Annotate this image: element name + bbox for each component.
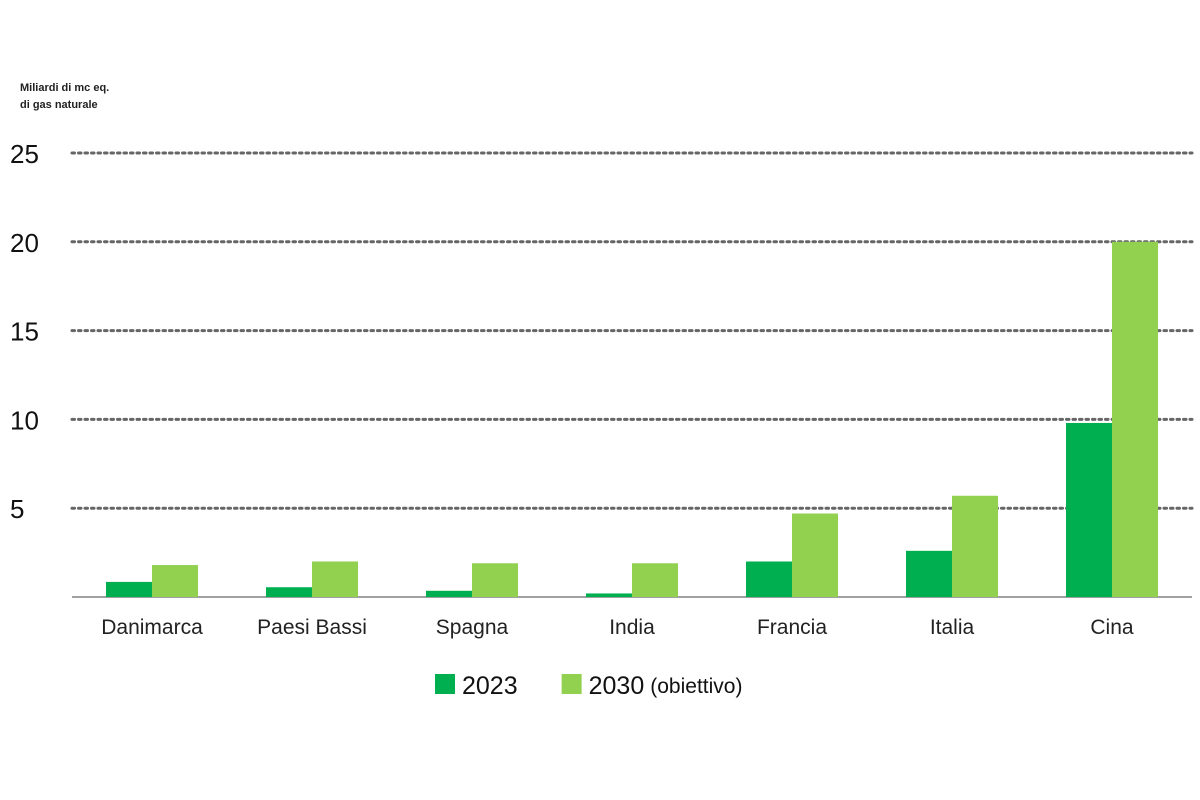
x-tick-label: Paesi Bassi xyxy=(257,616,367,639)
bar-2030-italia xyxy=(952,495,998,597)
y-tick-label: 10 xyxy=(10,405,39,435)
x-tick-label: Danimarca xyxy=(101,616,203,639)
y-axis-label-line2: di gas naturale xyxy=(20,99,98,111)
bar-2023-danimarca xyxy=(106,581,152,597)
legend-suffix: (obiettivo) xyxy=(650,675,742,698)
legend-swatch-2030 xyxy=(561,674,582,694)
bar-2030-francia xyxy=(792,513,838,597)
bar-2023-francia xyxy=(746,561,792,597)
x-tick-label: Francia xyxy=(757,616,827,639)
y-tick-label: 15 xyxy=(10,317,39,347)
bar-2023-spagna xyxy=(426,590,472,597)
bar-2030-india xyxy=(632,563,678,597)
legend-label-2030: 2030 xyxy=(589,672,645,700)
y-tick-label: 20 xyxy=(10,228,39,258)
y-axis-label-line1: Miliardi di mc eq. xyxy=(20,82,110,94)
bar-2030-spagna xyxy=(472,563,518,597)
bar-2030-danimarca xyxy=(152,565,198,597)
y-tick-label: 5 xyxy=(10,494,24,524)
x-tick-label: India xyxy=(609,616,655,639)
legend-label-2023: 2023 xyxy=(462,672,518,700)
bar-2030-paesi-bassi xyxy=(312,561,358,597)
x-tick-label: Spagna xyxy=(436,616,509,639)
bar-2030-cina xyxy=(1112,241,1158,598)
bar-2023-paesi-bassi xyxy=(266,587,312,597)
y-axis-label: Miliardi di mc eq. di gas naturale xyxy=(20,80,109,114)
y-tick-label: 25 xyxy=(10,139,39,169)
x-tick-label: Cina xyxy=(1090,616,1134,639)
bar-2023-india xyxy=(586,593,632,597)
legend-swatch-2023 xyxy=(435,674,455,694)
bar-2023-cina xyxy=(1066,422,1112,597)
bar-2023-italia xyxy=(906,550,952,597)
x-tick-label: Italia xyxy=(930,616,975,639)
